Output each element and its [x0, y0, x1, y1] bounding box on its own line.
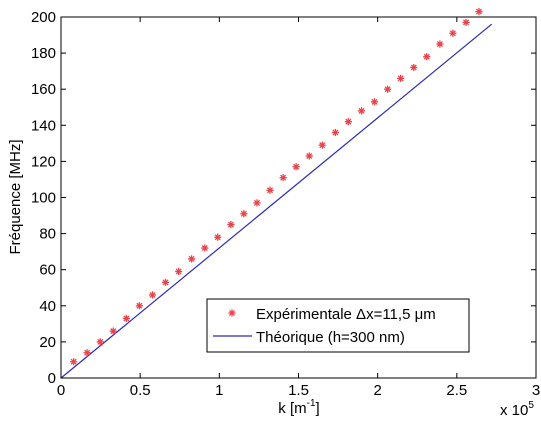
x-tick-label: 2.5: [446, 382, 467, 399]
legend: Expérimentale Δx=11,5 μm Théorique (h=30…: [206, 298, 470, 353]
y-tick-label: 180: [31, 45, 56, 62]
experimental-point: [305, 152, 313, 160]
x-tick-label: 1: [215, 382, 223, 399]
x-tick-label: 1.5: [288, 382, 309, 399]
x-axis-label: k [m-1]: [278, 398, 319, 417]
experimental-point: [475, 7, 483, 16]
x-tick-label: 0.5: [130, 382, 151, 399]
experimental-point: [135, 302, 143, 310]
theoretical-line: [60, 23, 493, 379]
x-axis-label-superscript: -1: [307, 398, 316, 409]
axis-ticks: 0 0.5 1 1.5 2 2.5 3 0 20 40 60 80 100 120 140 160 180 200: [31, 9, 540, 399]
experimental-point: [161, 278, 170, 286]
experimental-point: [423, 53, 431, 61]
y-tick-label: 140: [31, 117, 56, 134]
experimental-point: [148, 291, 157, 299]
experimental-point: [188, 255, 196, 263]
experimental-point: [240, 210, 248, 218]
experimental-point: [331, 128, 339, 137]
x-axis-label-main: k [m: [278, 400, 306, 417]
experimental-point: [227, 220, 235, 229]
x-tick-label: 0: [57, 382, 65, 399]
y-tick-label: 200: [31, 9, 56, 26]
experimental-point: [279, 174, 287, 182]
y-tick-label: 80: [39, 226, 56, 243]
experimental-point: [214, 233, 222, 241]
x-axis-multiplier-base: x 10: [500, 402, 528, 419]
y-tick-label: 120: [31, 153, 56, 170]
experimental-point: [96, 338, 104, 346]
x-tick-label: 2: [373, 382, 381, 399]
legend-asterisk: [228, 309, 236, 317]
y-tick-label: 40: [39, 298, 56, 315]
experimental-point: [266, 186, 274, 194]
experimental-point: [83, 349, 91, 357]
experimental-point: [462, 18, 470, 27]
legend-label-theoretical: Théorique (h=300 nm): [256, 329, 405, 346]
experimental-point: [449, 29, 457, 37]
experimental-point: [397, 74, 405, 82]
y-axis-label: Fréquence [MHz]: [7, 139, 24, 254]
experimental-point: [122, 314, 130, 323]
legend-box: [206, 298, 470, 353]
y-tick-label: 160: [31, 81, 56, 98]
legend-label-experimental: Expérimentale Δx=11,5 μm: [256, 306, 436, 323]
x-tick-label: 3: [532, 382, 540, 399]
experimental-point: [201, 244, 209, 252]
experimental-point: [436, 40, 444, 48]
x-axis-label-close: ]: [316, 400, 320, 417]
experimental-point: [357, 107, 366, 115]
y-tick-label: 100: [31, 190, 56, 207]
experimental-point: [318, 141, 326, 149]
legend-marker-experimental: [228, 309, 236, 317]
plot-area: [60, 7, 493, 379]
y-tick-label: 60: [39, 262, 56, 279]
axes-box: [60, 16, 537, 379]
experimental-point: [70, 358, 78, 366]
experimental-point: [292, 163, 300, 171]
y-tick-label: 0: [48, 370, 56, 387]
x-axis-multiplier: x 105: [500, 400, 534, 419]
experimental-point: [109, 327, 117, 335]
experimental-point: [253, 199, 261, 207]
experimental-point: [175, 267, 183, 276]
experimental-point: [344, 118, 352, 126]
experimental-point: [410, 63, 418, 72]
experimental-point: [384, 85, 392, 93]
y-tick-label: 20: [39, 334, 56, 351]
experimental-point: [370, 98, 379, 106]
x-axis-multiplier-exponent: 5: [528, 400, 534, 411]
